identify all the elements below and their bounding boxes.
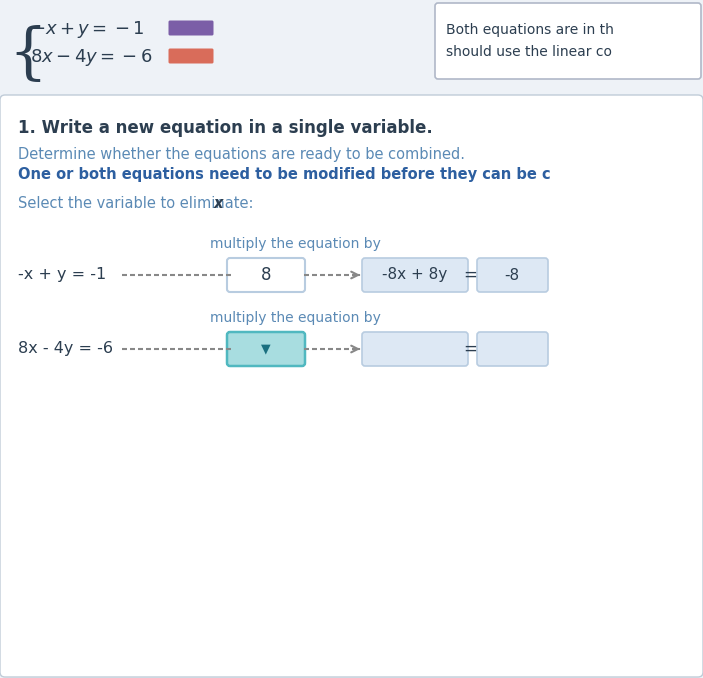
FancyBboxPatch shape (169, 20, 214, 35)
Text: =: = (463, 340, 477, 358)
Text: {: { (8, 25, 47, 85)
FancyBboxPatch shape (169, 49, 214, 64)
Text: 8x - 4y = -6: 8x - 4y = -6 (18, 342, 113, 357)
Text: -8x + 8y: -8x + 8y (382, 268, 448, 283)
Text: x: x (214, 195, 224, 210)
Text: 8: 8 (261, 266, 271, 284)
Text: 1. Write a new equation in a single variable.: 1. Write a new equation in a single vari… (18, 119, 433, 137)
Text: multiply the equation by: multiply the equation by (209, 237, 380, 251)
Text: Select the variable to eliminate:: Select the variable to eliminate: (18, 195, 258, 210)
Text: multiply the equation by: multiply the equation by (209, 311, 380, 325)
Text: -x + y = -1: -x + y = -1 (18, 268, 106, 283)
FancyBboxPatch shape (362, 258, 468, 292)
Text: Determine whether the equations are ready to be combined.: Determine whether the equations are read… (18, 148, 465, 163)
Text: Both equations are in th: Both equations are in th (446, 23, 614, 37)
FancyBboxPatch shape (477, 258, 548, 292)
Text: One or both equations need to be modified before they can be c: One or both equations need to be modifie… (18, 167, 550, 182)
Text: $-x + y = -1$: $-x + y = -1$ (30, 20, 144, 41)
FancyBboxPatch shape (435, 3, 701, 79)
FancyBboxPatch shape (0, 95, 703, 677)
Text: ▼: ▼ (262, 342, 271, 355)
FancyBboxPatch shape (362, 332, 468, 366)
FancyBboxPatch shape (227, 258, 305, 292)
FancyBboxPatch shape (227, 332, 305, 366)
Text: $8x - 4y = -6$: $8x - 4y = -6$ (30, 47, 153, 68)
Text: =: = (463, 266, 477, 284)
Text: should use the linear co: should use the linear co (446, 45, 612, 59)
FancyBboxPatch shape (477, 332, 548, 366)
Text: -8: -8 (505, 268, 520, 283)
